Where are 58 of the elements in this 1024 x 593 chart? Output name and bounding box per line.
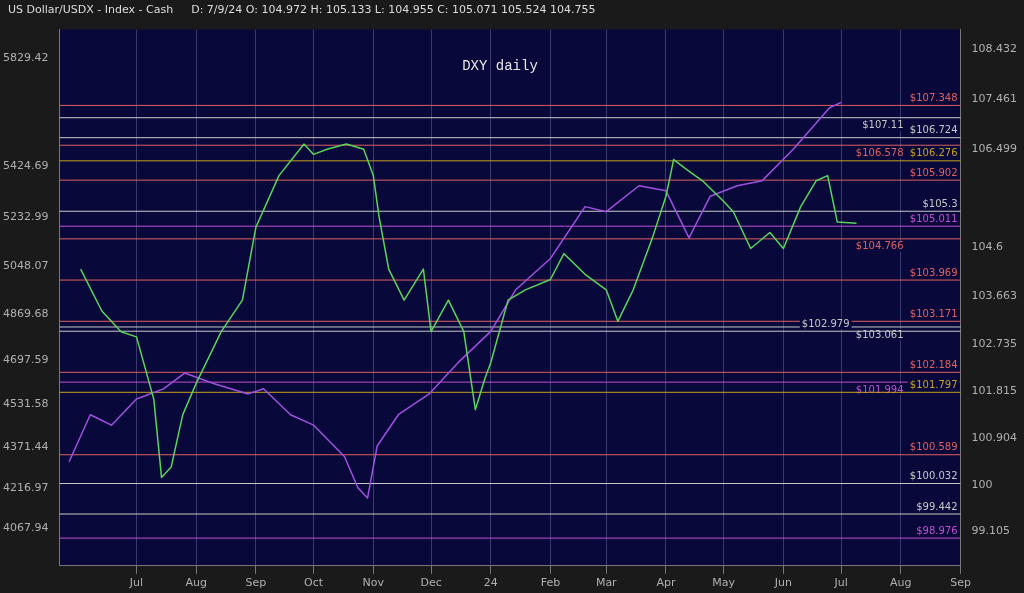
x-tick-label: Jun bbox=[773, 576, 793, 590]
y2-tick-label: 4697.59 bbox=[2, 352, 49, 366]
ref-line-label: $104.766 bbox=[855, 240, 904, 252]
y-tick-label: 100 bbox=[971, 478, 993, 492]
ref-line-label: $98.976 bbox=[916, 524, 958, 536]
y-tick-label: 106.499 bbox=[971, 142, 1018, 156]
ref-line-label: $106.276 bbox=[909, 147, 958, 159]
y-tick-label: 108.432 bbox=[971, 42, 1018, 56]
ref-line-label: $100.589 bbox=[909, 441, 958, 453]
ref-line-label: $102.184 bbox=[909, 358, 958, 370]
chart-subtitle: US Dollar/USDX - Index - Cash bbox=[8, 3, 174, 16]
ref-line-label: $103.171 bbox=[909, 307, 958, 319]
y-tick-label: 104.6 bbox=[971, 240, 1004, 254]
y-tick-label: 99.105 bbox=[971, 524, 1011, 538]
x-tick-label: Aug bbox=[890, 576, 912, 590]
ref-line-label: $106.578 bbox=[855, 146, 904, 158]
ref-line-label: $99.442 bbox=[916, 500, 958, 512]
x-tick-label: Jul bbox=[833, 576, 848, 590]
y2-tick-label: 4371.44 bbox=[2, 440, 49, 454]
y2-tick-label: 4531.58 bbox=[2, 397, 49, 411]
x-tick-label: Mar bbox=[595, 576, 618, 590]
ref-line-label: $103.061 bbox=[855, 328, 904, 340]
ref-line-label: $105.902 bbox=[909, 166, 958, 178]
x-tick-label: Jul bbox=[128, 576, 144, 590]
y-tick-label: 103.663 bbox=[971, 288, 1018, 302]
text: D: 7/9/24 O: 104.972 H: 105.133 L: 104.955 C: 105.071 105.524 104.755 bbox=[191, 3, 596, 16]
y2-tick-label: 4216.97 bbox=[2, 481, 49, 495]
ref-line-label: $105.3 bbox=[922, 197, 958, 209]
y2-tick-label: 5232.99 bbox=[2, 209, 49, 223]
ref-line-label: $106.724 bbox=[909, 124, 958, 136]
y-tick-label: 100.904 bbox=[971, 431, 1018, 445]
ref-line-label: $101.994 bbox=[855, 383, 904, 395]
ref-line-label: $100.032 bbox=[909, 470, 958, 482]
ref-line-label: $107.11 bbox=[862, 119, 904, 131]
x-tick-label: Apr bbox=[656, 576, 676, 590]
x-tick-label: 24 bbox=[483, 576, 498, 590]
x-tick-label: Nov bbox=[362, 576, 385, 590]
y2-tick-label: 5829.42 bbox=[2, 50, 49, 64]
x-tick-label: May bbox=[712, 576, 736, 590]
y2-tick-label: 4067.94 bbox=[2, 521, 49, 535]
ref-line-label: $107.348 bbox=[909, 92, 958, 104]
y-tick-label: 102.735 bbox=[971, 336, 1018, 350]
text: DXY daily bbox=[462, 58, 538, 75]
y2-tick-label: 5424.69 bbox=[2, 158, 49, 172]
ref-line-label: $105.011 bbox=[909, 212, 958, 224]
y-tick-label: 101.815 bbox=[971, 384, 1018, 398]
x-tick-label: Aug bbox=[185, 576, 207, 590]
y2-tick-label: 4869.68 bbox=[2, 306, 49, 320]
ref-line-label: $103.969 bbox=[909, 266, 958, 278]
x-tick-label: Feb bbox=[540, 576, 561, 590]
x-tick-label: Sep bbox=[245, 576, 267, 590]
ref-line-label: $102.979 bbox=[801, 317, 850, 329]
y-tick-label: 107.461 bbox=[971, 92, 1018, 106]
x-tick-label: Dec bbox=[420, 576, 442, 590]
x-tick-label: Oct bbox=[304, 576, 324, 590]
y2-tick-label: 5048.07 bbox=[2, 259, 49, 273]
x-tick-label: Sep bbox=[950, 576, 971, 590]
ref-line-label: $101.797 bbox=[909, 378, 958, 390]
